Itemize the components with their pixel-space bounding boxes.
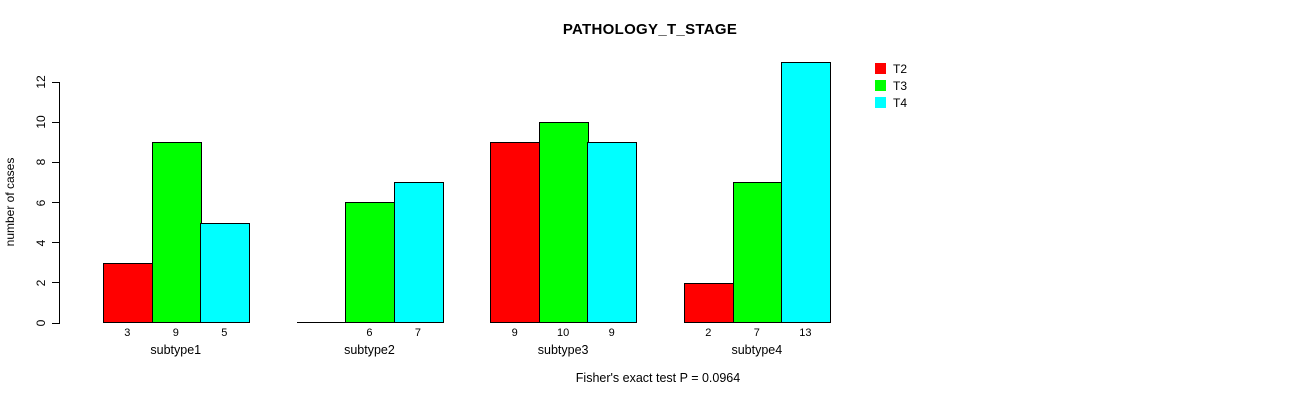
legend: T2 T3 T4 [875,60,907,111]
y-tick-4 [52,242,59,244]
bar-value-label-subtype1-T2: 3 [124,327,131,339]
y-axis-label: number of cases [3,157,17,247]
legend-item-T4: T4 [875,94,907,111]
bar-value-label-subtype1-T3: 9 [172,327,179,339]
y-tick-10 [52,121,59,123]
bar-value-label-subtype3-T4: 9 [608,327,615,339]
bar-value-label-subtype1-T4: 5 [221,327,228,339]
legend-swatch-T3 [875,80,886,91]
category-label-subtype2: subtype2 [344,343,395,357]
legend-swatch-T4 [875,97,886,108]
y-tick-label-2: 2 [34,279,48,287]
bar-value-label-subtype4-T3: 7 [753,327,760,339]
bar-value-label-subtype2-T3: 6 [366,327,373,339]
legend-item-T2: T2 [875,60,907,77]
category-label-subtype3: subtype3 [537,343,589,357]
bar-subtype2-T4 [394,182,444,323]
chart-title: PATHOLOGY_T_STAGE [562,21,738,38]
y-tick-label-12: 12 [34,75,48,89]
y-axis-line [59,82,60,324]
y-tick-2 [52,282,59,284]
y-tick-label-4: 4 [34,239,48,246]
y-tick-label-6: 6 [34,199,48,206]
bar-subtype2-T3 [345,202,395,323]
y-tick-label-10: 10 [34,115,48,129]
y-tick-0 [52,322,59,324]
y-tick-label-0: 0 [34,319,48,327]
bar-value-label-subtype3-T2: 9 [511,327,518,339]
bar-value-label-subtype3-T3: 10 [557,327,570,339]
legend-label-T2: T2 [893,61,908,76]
bar-subtype4-T4 [781,62,831,323]
category-label-subtype1: subtype1 [150,343,202,357]
bar-subtype4-T2 [684,283,734,323]
bar-subtype2-T2-zero [297,322,347,323]
legend-swatch-T2 [875,63,886,74]
bar-value-label-subtype4-T2: 2 [705,327,712,339]
legend-label-T4: T4 [893,95,908,110]
bar-subtype3-T2 [490,142,540,323]
bar-subtype1-T3 [152,142,202,323]
y-tick-label-8: 8 [34,158,48,166]
category-label-subtype4: subtype4 [731,343,783,357]
legend-label-T3: T3 [893,78,908,93]
legend-item-T3: T3 [875,77,907,94]
bar-subtype1-T4 [200,223,250,323]
bar-subtype3-T3 [539,122,589,323]
bar-subtype1-T2 [103,263,153,323]
y-tick-12 [52,81,59,83]
bar-value-label-subtype4-T4: 13 [799,327,812,339]
y-tick-8 [52,161,59,163]
bar-subtype3-T4 [587,142,637,323]
footer-stat-note: Fisher's exact test P = 0.0964 [575,371,741,385]
bar-value-label-subtype2-T4: 7 [414,327,421,339]
bar-subtype4-T3 [733,182,783,323]
y-tick-6 [52,202,59,203]
